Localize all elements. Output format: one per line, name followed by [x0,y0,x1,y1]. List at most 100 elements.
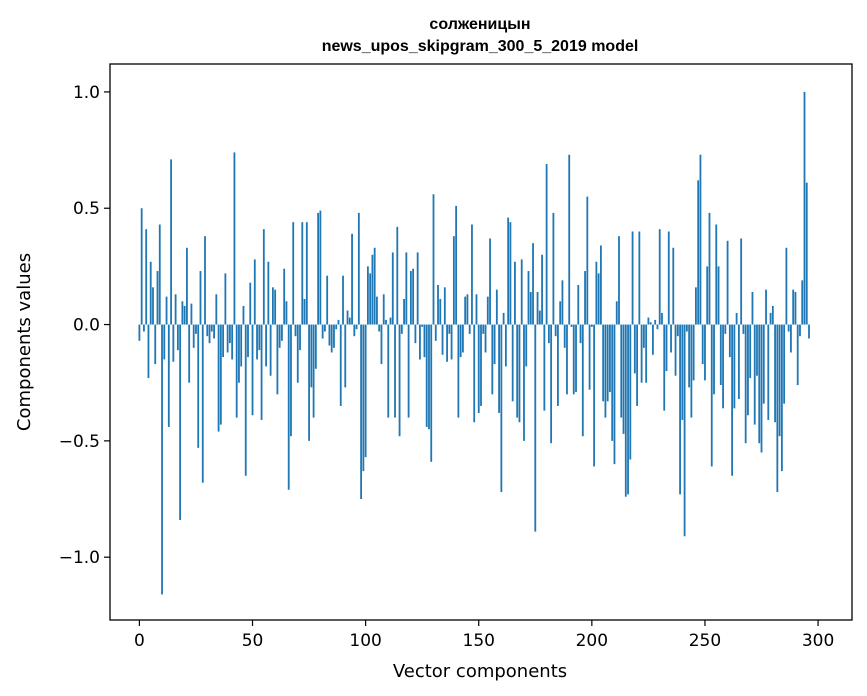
bar-component-183 [552,212,555,325]
bar-component-80 [319,210,322,325]
bar-component-204 [599,245,602,325]
bar-component-216 [627,324,629,495]
bar-component-24 [192,324,195,348]
bar-component-21 [186,247,188,325]
bar-component-101 [366,266,369,325]
bar-component-107 [380,324,383,365]
bar-component-7 [154,324,157,365]
bar-component-19 [181,301,184,325]
bar-component-254 [713,324,715,395]
bar-component-249 [701,324,704,365]
bar-component-16 [174,294,177,325]
bar-component-143 [462,324,464,353]
bar-component-230 [658,229,661,325]
y-tick-label: 0.5 [73,199,100,219]
bar-component-90 [342,275,344,325]
bar-component-281 [774,324,776,423]
bar-component-257 [719,324,722,386]
bar-component-294 [803,91,806,325]
bar-component-37 [222,324,225,358]
bar-component-141 [457,324,460,418]
bar-component-234 [667,231,670,325]
bar-component-111 [389,317,392,325]
bar-component-2 [143,324,145,332]
bar-component-109 [385,319,387,325]
bar-component-133 [439,298,442,325]
bar-component-247 [697,180,700,325]
bar-component-55 [262,229,265,325]
bar-component-285 [783,324,786,404]
bar-component-81 [321,324,324,339]
y-tick-label: 0.0 [73,316,100,336]
bar-component-259 [724,324,727,334]
bar-component-176 [536,291,539,325]
bar-component-222 [640,324,643,383]
bar-component-273 [756,324,758,376]
bar-component-1 [140,208,143,325]
y-axis: −1.0 −0.5 0.0 0.5 1.0 [59,83,110,568]
x-tick-label: 0 [134,631,145,651]
bar-component-286 [785,247,788,325]
bar-component-171 [525,324,528,367]
bar-component-127 [425,324,428,427]
bar-component-252 [708,212,711,325]
bar-component-212 [618,236,620,325]
bar-component-52 [256,324,258,360]
bar-component-54 [260,324,263,420]
bar-component-22 [188,324,191,383]
bar-component-64 [283,268,286,325]
bar-component-211 [615,301,618,325]
bar-component-231 [661,312,663,325]
bar-component-142 [459,324,462,358]
bar-component-267 [742,324,745,334]
bar-component-168 [518,324,521,423]
bar-component-200 [590,324,593,327]
bar-component-217 [629,324,632,460]
bar-component-214 [622,324,625,434]
bar-component-23 [190,303,193,325]
bar-component-207 [606,324,609,402]
bar-component-135 [443,287,446,325]
bar-component-15 [172,324,175,362]
bar-component-151 [480,324,482,406]
bar-component-160 [500,324,503,493]
bar-component-240 [681,324,684,420]
bar-component-43 [235,324,238,418]
x-tick-label: 200 [576,631,608,651]
bar-component-97 [357,212,360,325]
bar-component-104 [373,247,376,325]
bar-component-67 [290,324,292,437]
bar-component-251 [706,266,709,325]
bar-component-203 [597,273,600,325]
bar-component-288 [790,324,792,353]
bar-component-69 [294,324,297,337]
bar-component-206 [604,324,607,418]
bar-component-78 [314,324,317,369]
bar-component-238 [676,324,679,337]
bar-component-130 [432,194,435,325]
bar-component-271 [751,291,754,325]
bar-component-162 [504,324,507,367]
bar-component-100 [364,324,367,458]
bar-component-128 [428,324,430,430]
bar-component-161 [502,312,505,325]
bar-component-276 [762,324,765,404]
bar-component-28 [201,324,204,483]
bar-component-264 [735,312,738,325]
bar-component-98 [360,324,363,500]
bar-component-193 [575,324,577,393]
bar-component-62 [278,324,281,348]
bar-component-279 [769,312,772,325]
bar-component-12 [165,296,168,325]
x-tick-label: 150 [463,631,495,651]
bar-component-246 [695,287,697,325]
bar-component-68 [292,222,295,325]
bar-component-274 [758,324,761,444]
bar-component-195 [579,324,582,344]
x-axis-label: Vector components [393,661,567,682]
bar-component-106 [378,324,381,332]
bar-component-201 [593,324,596,467]
bar-component-293 [801,280,804,325]
bar-component-188 [563,324,566,348]
bar-component-79 [317,212,320,325]
